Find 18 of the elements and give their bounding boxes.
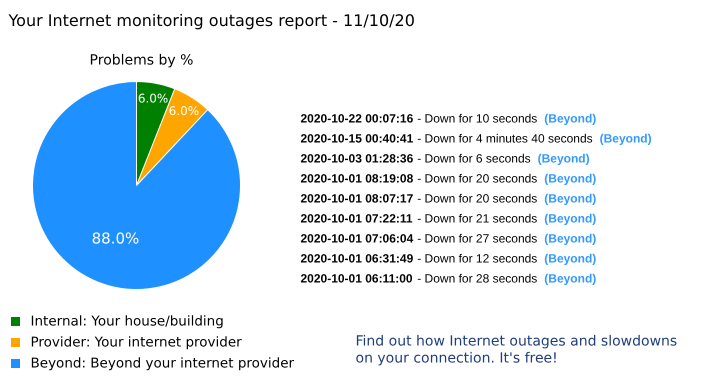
text: 2020-10-15 00:40:41 - Down for 4 minutes 40 seconds (Beyond) xyxy=(300,132,652,146)
legend-label: Internal: Your house/building xyxy=(30,314,224,330)
text: 2020-10-01 08:07:17 - Down for 20 seconds (Beyond) xyxy=(300,192,596,206)
data-label: 88.0% xyxy=(92,230,140,248)
chart-subtitle: Problems by % xyxy=(90,52,194,68)
text: Find out how Internet outages and slowdowns on your connection. It's free! xyxy=(356,334,678,366)
text: 2020-10-03 01:28:36 - Down for 6 seconds (Beyond) xyxy=(300,152,590,166)
chart-title: Your Internet monitoring outages report - 11/10/20 xyxy=(8,11,415,30)
legend-label: Beyond: Beyond your internet provider xyxy=(30,356,295,372)
text: 2020-10-01 06:11:00 - Down for 28 seconds (Beyond) xyxy=(300,272,596,286)
legend-label: Provider: Your internet provider xyxy=(30,334,242,350)
text: 2020-10-01 06:31:49 - Down for 12 seconds (Beyond) xyxy=(300,252,596,266)
text: 2020-10-01 08:19:08 - Down for 20 seconds (Beyond) xyxy=(300,172,596,186)
text: 2020-10-22 00:07:16 - Down for 10 seconds (Beyond) xyxy=(300,112,596,126)
data-label: 6.0% xyxy=(138,92,168,106)
data-label: 6.0% xyxy=(168,104,200,118)
text: 2020-10-01 07:22:11 - Down for 21 seconds (Beyond) xyxy=(300,212,596,226)
text: 2020-10-01 07:06:04 - Down for 27 seconds (Beyond) xyxy=(300,232,596,246)
